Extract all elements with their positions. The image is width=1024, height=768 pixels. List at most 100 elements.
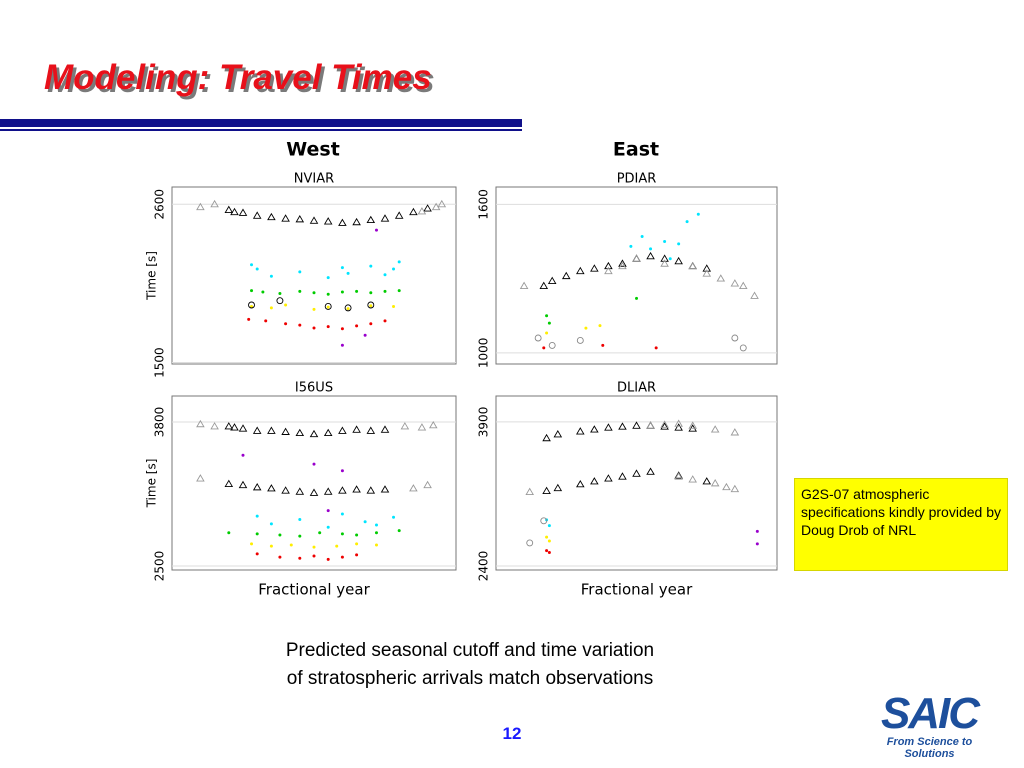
triangle-marker bbox=[230, 423, 239, 431]
dot-marker bbox=[250, 304, 254, 308]
triangle-marker bbox=[688, 261, 697, 270]
x-axis-label: Fractional year bbox=[581, 581, 693, 599]
triangle-marker bbox=[632, 254, 641, 262]
dot-marker bbox=[255, 552, 259, 556]
triangle-marker bbox=[196, 419, 205, 428]
dot-marker bbox=[369, 291, 373, 295]
dot-marker bbox=[374, 523, 378, 527]
triangle-marker bbox=[618, 422, 627, 430]
triangle-marker bbox=[210, 422, 219, 430]
dot-marker bbox=[340, 532, 344, 536]
dot-marker bbox=[369, 304, 373, 308]
triangle-marker bbox=[730, 279, 740, 287]
dot-marker bbox=[227, 531, 231, 535]
triangle-marker bbox=[750, 291, 759, 299]
y-axis-label: Time [s] bbox=[145, 459, 159, 509]
dot-marker bbox=[601, 343, 605, 347]
logo: SAIC From Science to Solutions bbox=[862, 689, 997, 761]
dot-marker bbox=[250, 263, 254, 267]
triangle-marker bbox=[553, 430, 563, 438]
plot-area bbox=[495, 186, 778, 365]
dot-marker bbox=[663, 239, 667, 243]
dot-marker bbox=[340, 555, 344, 559]
dot-marker bbox=[326, 557, 330, 561]
triangle-marker bbox=[646, 467, 655, 475]
circle-marker bbox=[739, 344, 747, 352]
triangle-marker bbox=[542, 486, 551, 495]
triangle-marker bbox=[224, 479, 234, 488]
dot-marker bbox=[278, 533, 282, 537]
dot-marker bbox=[278, 291, 282, 295]
triangle-marker bbox=[417, 423, 427, 431]
dot-marker bbox=[298, 534, 302, 538]
triangle-marker bbox=[323, 487, 333, 495]
dot-marker bbox=[298, 556, 302, 560]
dot-marker bbox=[374, 228, 378, 232]
dot-marker bbox=[383, 273, 387, 277]
dot-marker bbox=[312, 545, 316, 549]
dot-marker bbox=[250, 542, 254, 546]
triangle-marker bbox=[688, 475, 697, 483]
circle-marker bbox=[324, 302, 332, 310]
triangle-marker bbox=[604, 423, 613, 431]
triangle-marker bbox=[409, 207, 418, 216]
column-title: West bbox=[286, 139, 340, 161]
triangle-marker bbox=[238, 208, 248, 216]
dot-marker bbox=[250, 289, 254, 293]
dot-marker bbox=[383, 319, 387, 323]
chart-title: NVIAR bbox=[294, 172, 334, 187]
triangle-marker bbox=[252, 482, 262, 491]
dot-marker bbox=[369, 322, 373, 326]
y-tick-label: 2400 bbox=[477, 551, 491, 582]
dot-marker bbox=[269, 274, 273, 278]
triangle-marker bbox=[352, 425, 361, 433]
triangle-marker bbox=[604, 261, 613, 270]
triangle-marker bbox=[674, 423, 683, 431]
dot-marker bbox=[392, 304, 396, 308]
triangle-marker bbox=[309, 216, 319, 224]
logo-name: SAIC bbox=[880, 689, 980, 738]
dot-marker bbox=[247, 317, 251, 321]
triangle-marker bbox=[366, 426, 376, 434]
triangle-marker bbox=[281, 427, 290, 435]
dot-marker bbox=[289, 543, 293, 547]
triangle-marker bbox=[437, 199, 447, 208]
dot-marker bbox=[340, 512, 344, 516]
triangle-marker bbox=[674, 472, 683, 480]
triangle-marker bbox=[646, 421, 655, 429]
dot-marker bbox=[326, 525, 330, 529]
dot-marker bbox=[298, 270, 302, 274]
triangle-marker bbox=[230, 207, 239, 216]
triangle-marker bbox=[590, 264, 599, 272]
x-axis-label: Fractional year bbox=[258, 581, 370, 599]
triangle-marker bbox=[590, 425, 599, 433]
dot-marker bbox=[255, 532, 259, 536]
circle-marker bbox=[548, 341, 556, 349]
dot-marker bbox=[598, 324, 602, 328]
dot-marker bbox=[696, 212, 700, 216]
triangle-marker bbox=[710, 478, 720, 487]
circle-marker bbox=[731, 334, 739, 342]
triangle-marker bbox=[618, 472, 627, 480]
triangle-marker bbox=[238, 424, 248, 432]
triangle-marker bbox=[660, 259, 669, 267]
dot-marker bbox=[326, 509, 330, 513]
dot-marker bbox=[542, 346, 546, 350]
chart-title: DLIAR bbox=[617, 381, 656, 396]
dot-marker bbox=[355, 553, 359, 557]
dot-marker bbox=[547, 551, 551, 555]
chart-title: PDIAR bbox=[617, 172, 657, 187]
dot-marker bbox=[635, 296, 638, 300]
y-tick-label: 2500 bbox=[153, 551, 167, 582]
dot-marker bbox=[755, 529, 759, 533]
dot-marker bbox=[298, 517, 302, 521]
dot-marker bbox=[298, 323, 302, 327]
title-rule bbox=[0, 119, 522, 127]
triangle-marker bbox=[561, 271, 571, 280]
triangle-marker bbox=[267, 484, 276, 492]
triangle-marker bbox=[409, 484, 418, 492]
triangle-marker bbox=[428, 420, 438, 429]
dot-marker bbox=[340, 290, 344, 294]
triangle-marker bbox=[646, 251, 655, 260]
